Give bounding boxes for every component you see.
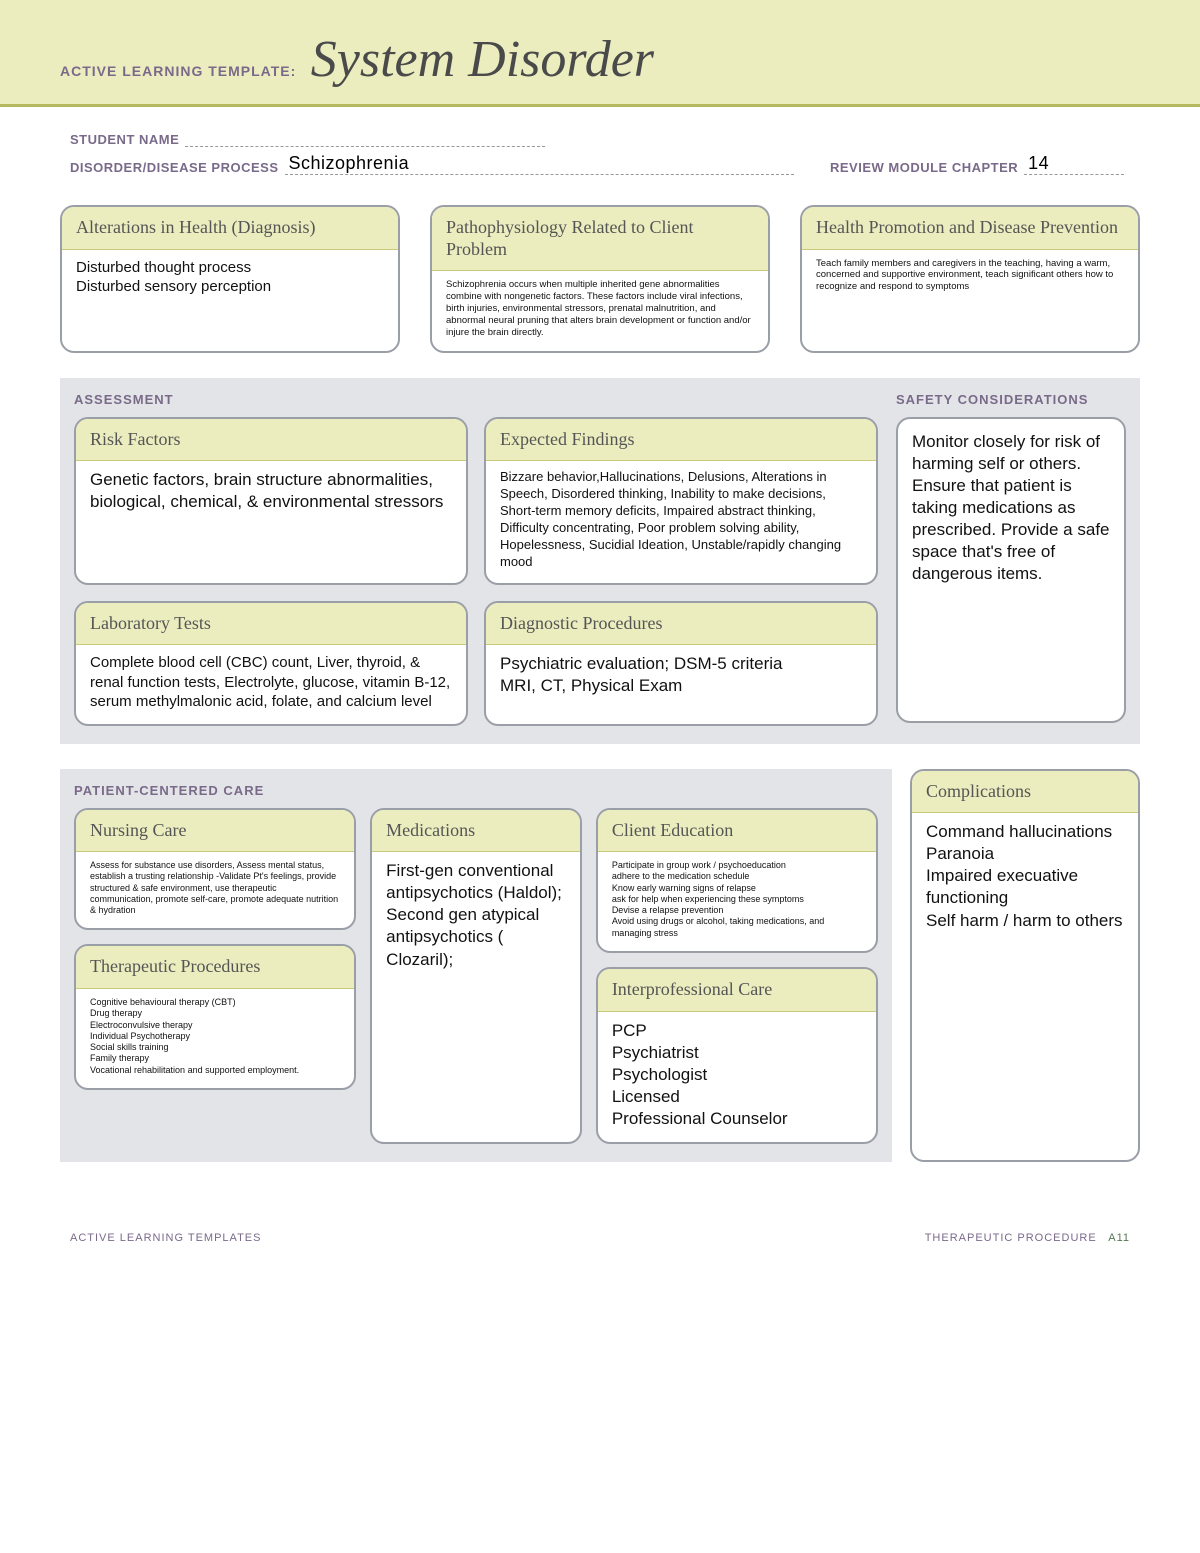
education-body: Participate in group work / psychoeducat… <box>598 852 876 951</box>
interprof-title: Interprofessional Care <box>598 969 876 1012</box>
safety-body: Monitor closely for risk of harming self… <box>898 419 1124 598</box>
nursing-title: Nursing Care <box>76 810 354 853</box>
findings-title: Expected Findings <box>486 419 876 462</box>
chapter-label: REVIEW MODULE CHAPTER <box>830 160 1018 175</box>
patho-body: Schizophrenia occurs when multiple inher… <box>432 271 768 350</box>
complications-body: Command hallucinations Paranoia Impaired… <box>912 813 1138 943</box>
labs-title: Laboratory Tests <box>76 603 466 646</box>
title-band: ACTIVE LEARNING TEMPLATE: System Disorde… <box>0 0 1200 107</box>
medications-body: First-gen conventional antipsychotics (H… <box>372 852 580 982</box>
disorder-value: Schizophrenia <box>289 153 410 174</box>
therapeutic-card: Therapeutic Procedures Cognitive behavio… <box>74 944 356 1089</box>
medications-card: Medications First-gen conventional antip… <box>370 808 582 1144</box>
disorder-label: DISORDER/DISEASE PROCESS <box>70 160 279 175</box>
therapeutic-body: Cognitive behavioural therapy (CBT) Drug… <box>76 989 354 1088</box>
promotion-body: Teach family members and caregivers in t… <box>802 250 1138 306</box>
risk-title: Risk Factors <box>76 419 466 462</box>
risk-card: Risk Factors Genetic factors, brain stru… <box>74 417 468 585</box>
promotion-card: Health Promotion and Disease Prevention … <box>800 205 1140 353</box>
template-title: System Disorder <box>311 30 654 89</box>
assessment-section: ASSESSMENT Risk Factors Genetic factors,… <box>60 378 1140 744</box>
complications-title: Complications <box>912 771 1138 814</box>
page-footer: ACTIVE LEARNING TEMPLATES THERAPEUTIC PR… <box>0 1192 1200 1264</box>
meta-block: STUDENT NAME DISORDER/DISEASE PROCESS Sc… <box>0 107 1200 185</box>
alterations-card: Alterations in Health (Diagnosis) Distur… <box>60 205 400 353</box>
pcc-label: PATIENT-CENTERED CARE <box>74 783 878 798</box>
pcc-section: PATIENT-CENTERED CARE Nursing Care Asses… <box>60 769 1140 1162</box>
labs-body: Complete blood cell (CBC) count, Liver, … <box>76 645 466 724</box>
safety-card: Monitor closely for risk of harming self… <box>896 417 1126 723</box>
interprof-body: PCP Psychiatrist Psychologist Licensed P… <box>598 1012 876 1142</box>
footer-page: A11 <box>1108 1232 1130 1244</box>
alterations-title: Alterations in Health (Diagnosis) <box>62 207 398 250</box>
nursing-card: Nursing Care Assess for substance use di… <box>74 808 356 931</box>
chapter-value: 14 <box>1028 153 1049 174</box>
complications-card: Complications Command hallucinations Par… <box>910 769 1140 1162</box>
diag-body: Psychiatric evaluation; DSM-5 criteria M… <box>486 645 876 709</box>
therapeutic-title: Therapeutic Procedures <box>76 946 354 989</box>
patho-card: Pathophysiology Related to Client Proble… <box>430 205 770 353</box>
patho-title: Pathophysiology Related to Client Proble… <box>432 207 768 271</box>
top-row: Alterations in Health (Diagnosis) Distur… <box>60 205 1140 353</box>
footer-left: ACTIVE LEARNING TEMPLATES <box>70 1232 261 1244</box>
assessment-label: ASSESSMENT <box>74 392 878 407</box>
risk-body: Genetic factors, brain structure abnorma… <box>76 461 466 525</box>
education-title: Client Education <box>598 810 876 853</box>
diag-title: Diagnostic Procedures <box>486 603 876 646</box>
student-name-label: STUDENT NAME <box>70 132 179 147</box>
content-area: Alterations in Health (Diagnosis) Distur… <box>0 185 1200 1192</box>
labs-card: Laboratory Tests Complete blood cell (CB… <box>74 601 468 726</box>
template-prefix: ACTIVE LEARNING TEMPLATE: <box>60 63 296 79</box>
findings-body: Bizzare behavior,Hallucinations, Delusio… <box>486 461 876 582</box>
safety-label: SAFETY CONSIDERATIONS <box>896 392 1126 407</box>
promotion-title: Health Promotion and Disease Prevention <box>802 207 1138 250</box>
findings-card: Expected Findings Bizzare behavior,Hallu… <box>484 417 878 585</box>
footer-right-label: THERAPEUTIC PROCEDURE <box>925 1232 1097 1244</box>
interprof-card: Interprofessional Care PCP Psychiatrist … <box>596 967 878 1144</box>
diag-card: Diagnostic Procedures Psychiatric evalua… <box>484 601 878 726</box>
education-card: Client Education Participate in group wo… <box>596 808 878 953</box>
alterations-body: Disturbed thought process Disturbed sens… <box>62 250 398 309</box>
nursing-body: Assess for substance use disorders, Asse… <box>76 852 354 928</box>
medications-title: Medications <box>372 810 580 853</box>
